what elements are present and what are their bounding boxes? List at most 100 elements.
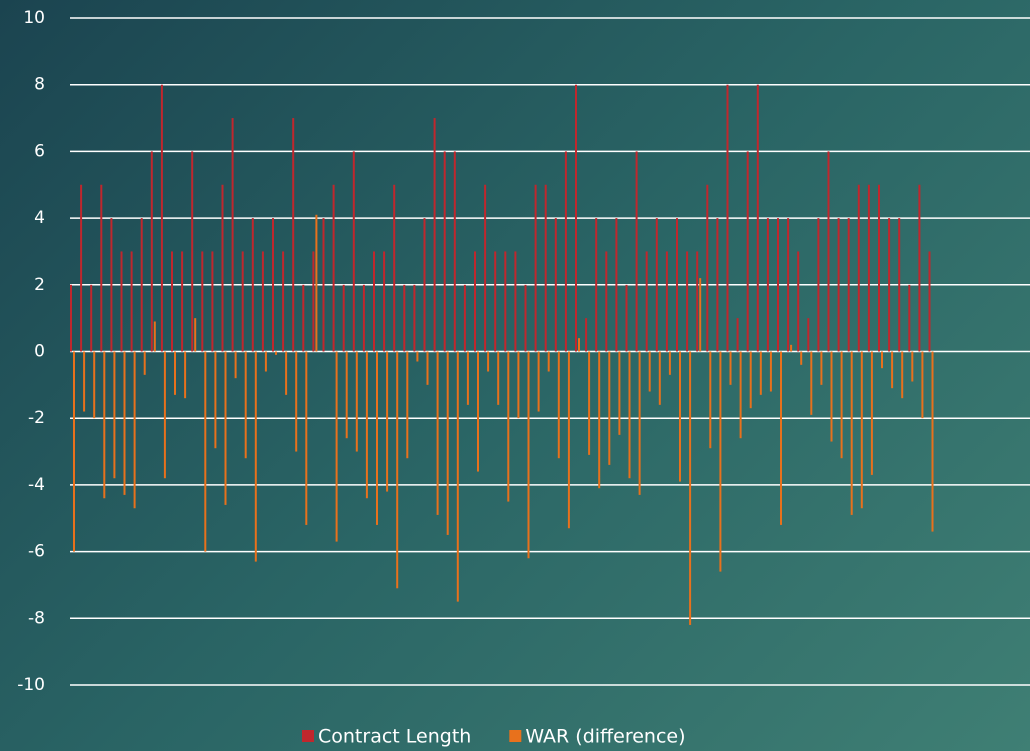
- bar: [362, 284, 365, 352]
- bar: [504, 251, 507, 352]
- bar: [739, 351, 742, 439]
- bar: [160, 84, 163, 352]
- bar: [477, 351, 479, 472]
- bar: [143, 351, 146, 375]
- bar: [921, 351, 924, 419]
- bar: [534, 184, 537, 352]
- bar: [113, 351, 116, 479]
- bar: [282, 251, 285, 352]
- bar: [275, 351, 277, 355]
- bar: [588, 351, 591, 455]
- legend-swatch: [509, 730, 522, 742]
- bar: [867, 184, 870, 352]
- bar: [578, 338, 580, 352]
- bar: [345, 351, 348, 439]
- y-tick-label: 8: [34, 75, 45, 95]
- bar: [446, 351, 449, 535]
- bar: [598, 351, 601, 489]
- bar: [686, 251, 689, 352]
- bar: [567, 351, 570, 529]
- bar: [706, 184, 709, 352]
- bar: [73, 351, 75, 552]
- bar: [184, 351, 187, 399]
- bar: [100, 184, 103, 352]
- bar: [123, 351, 126, 495]
- bar: [332, 184, 335, 352]
- bar: [746, 151, 749, 352]
- bar: [870, 351, 873, 475]
- bar: [736, 318, 739, 352]
- bar: [396, 351, 399, 589]
- bar: [547, 351, 550, 372]
- bar: [931, 351, 934, 532]
- bar: [840, 351, 843, 459]
- y-tick-label: 2: [34, 275, 45, 295]
- legend-swatch: [302, 730, 314, 742]
- bar: [261, 251, 264, 352]
- bar: [564, 151, 567, 352]
- bar: [80, 184, 83, 352]
- bar: [241, 251, 244, 352]
- bar: [133, 351, 136, 509]
- bar: [322, 218, 325, 352]
- bar: [891, 351, 894, 389]
- bar: [163, 351, 166, 479]
- bar: [466, 351, 469, 405]
- y-tick-label: -8: [28, 608, 45, 628]
- bar: [857, 184, 860, 352]
- bar: [517, 351, 520, 419]
- bar: [221, 184, 224, 352]
- bar: [305, 351, 308, 525]
- bar: [153, 321, 156, 352]
- bar: [403, 284, 406, 352]
- bar: [645, 251, 648, 352]
- y-tick-label: -10: [17, 675, 45, 695]
- bar: [497, 351, 500, 405]
- bar: [70, 284, 72, 352]
- bar: [406, 351, 409, 459]
- bar: [224, 351, 227, 505]
- bar: [474, 251, 476, 352]
- bar: [150, 151, 153, 352]
- bar: [463, 284, 466, 352]
- bar: [234, 351, 237, 379]
- bar: [658, 351, 661, 405]
- bar: [315, 214, 318, 352]
- bar: [376, 351, 378, 525]
- bar: [302, 284, 305, 352]
- bar: [110, 218, 113, 352]
- bar: [484, 184, 487, 352]
- bar: [214, 351, 217, 449]
- legend-label: WAR (difference): [525, 726, 685, 748]
- bar: [817, 218, 820, 352]
- bar: [679, 351, 681, 482]
- bar: [726, 84, 729, 352]
- bar: [254, 351, 257, 562]
- bar: [615, 218, 618, 352]
- bar: [638, 351, 641, 495]
- bar: [557, 351, 560, 459]
- bar: [244, 351, 247, 459]
- bar: [716, 218, 719, 352]
- bar: [413, 284, 416, 352]
- bar: [292, 118, 295, 352]
- bar: [881, 351, 883, 369]
- bar: [860, 351, 863, 509]
- bar: [635, 151, 638, 352]
- bar: [628, 351, 631, 479]
- bar: [800, 351, 803, 365]
- bar: [820, 351, 823, 385]
- bar: [759, 351, 762, 395]
- bar: [676, 218, 678, 352]
- bar: [524, 284, 527, 352]
- bar: [709, 351, 712, 449]
- legend-label: Contract Length: [318, 726, 471, 748]
- bar: [251, 218, 254, 352]
- bar: [383, 251, 386, 352]
- bar: [335, 351, 338, 542]
- bar: [729, 351, 732, 385]
- bar: [285, 351, 288, 395]
- bar: [719, 351, 722, 572]
- bar: [827, 151, 830, 352]
